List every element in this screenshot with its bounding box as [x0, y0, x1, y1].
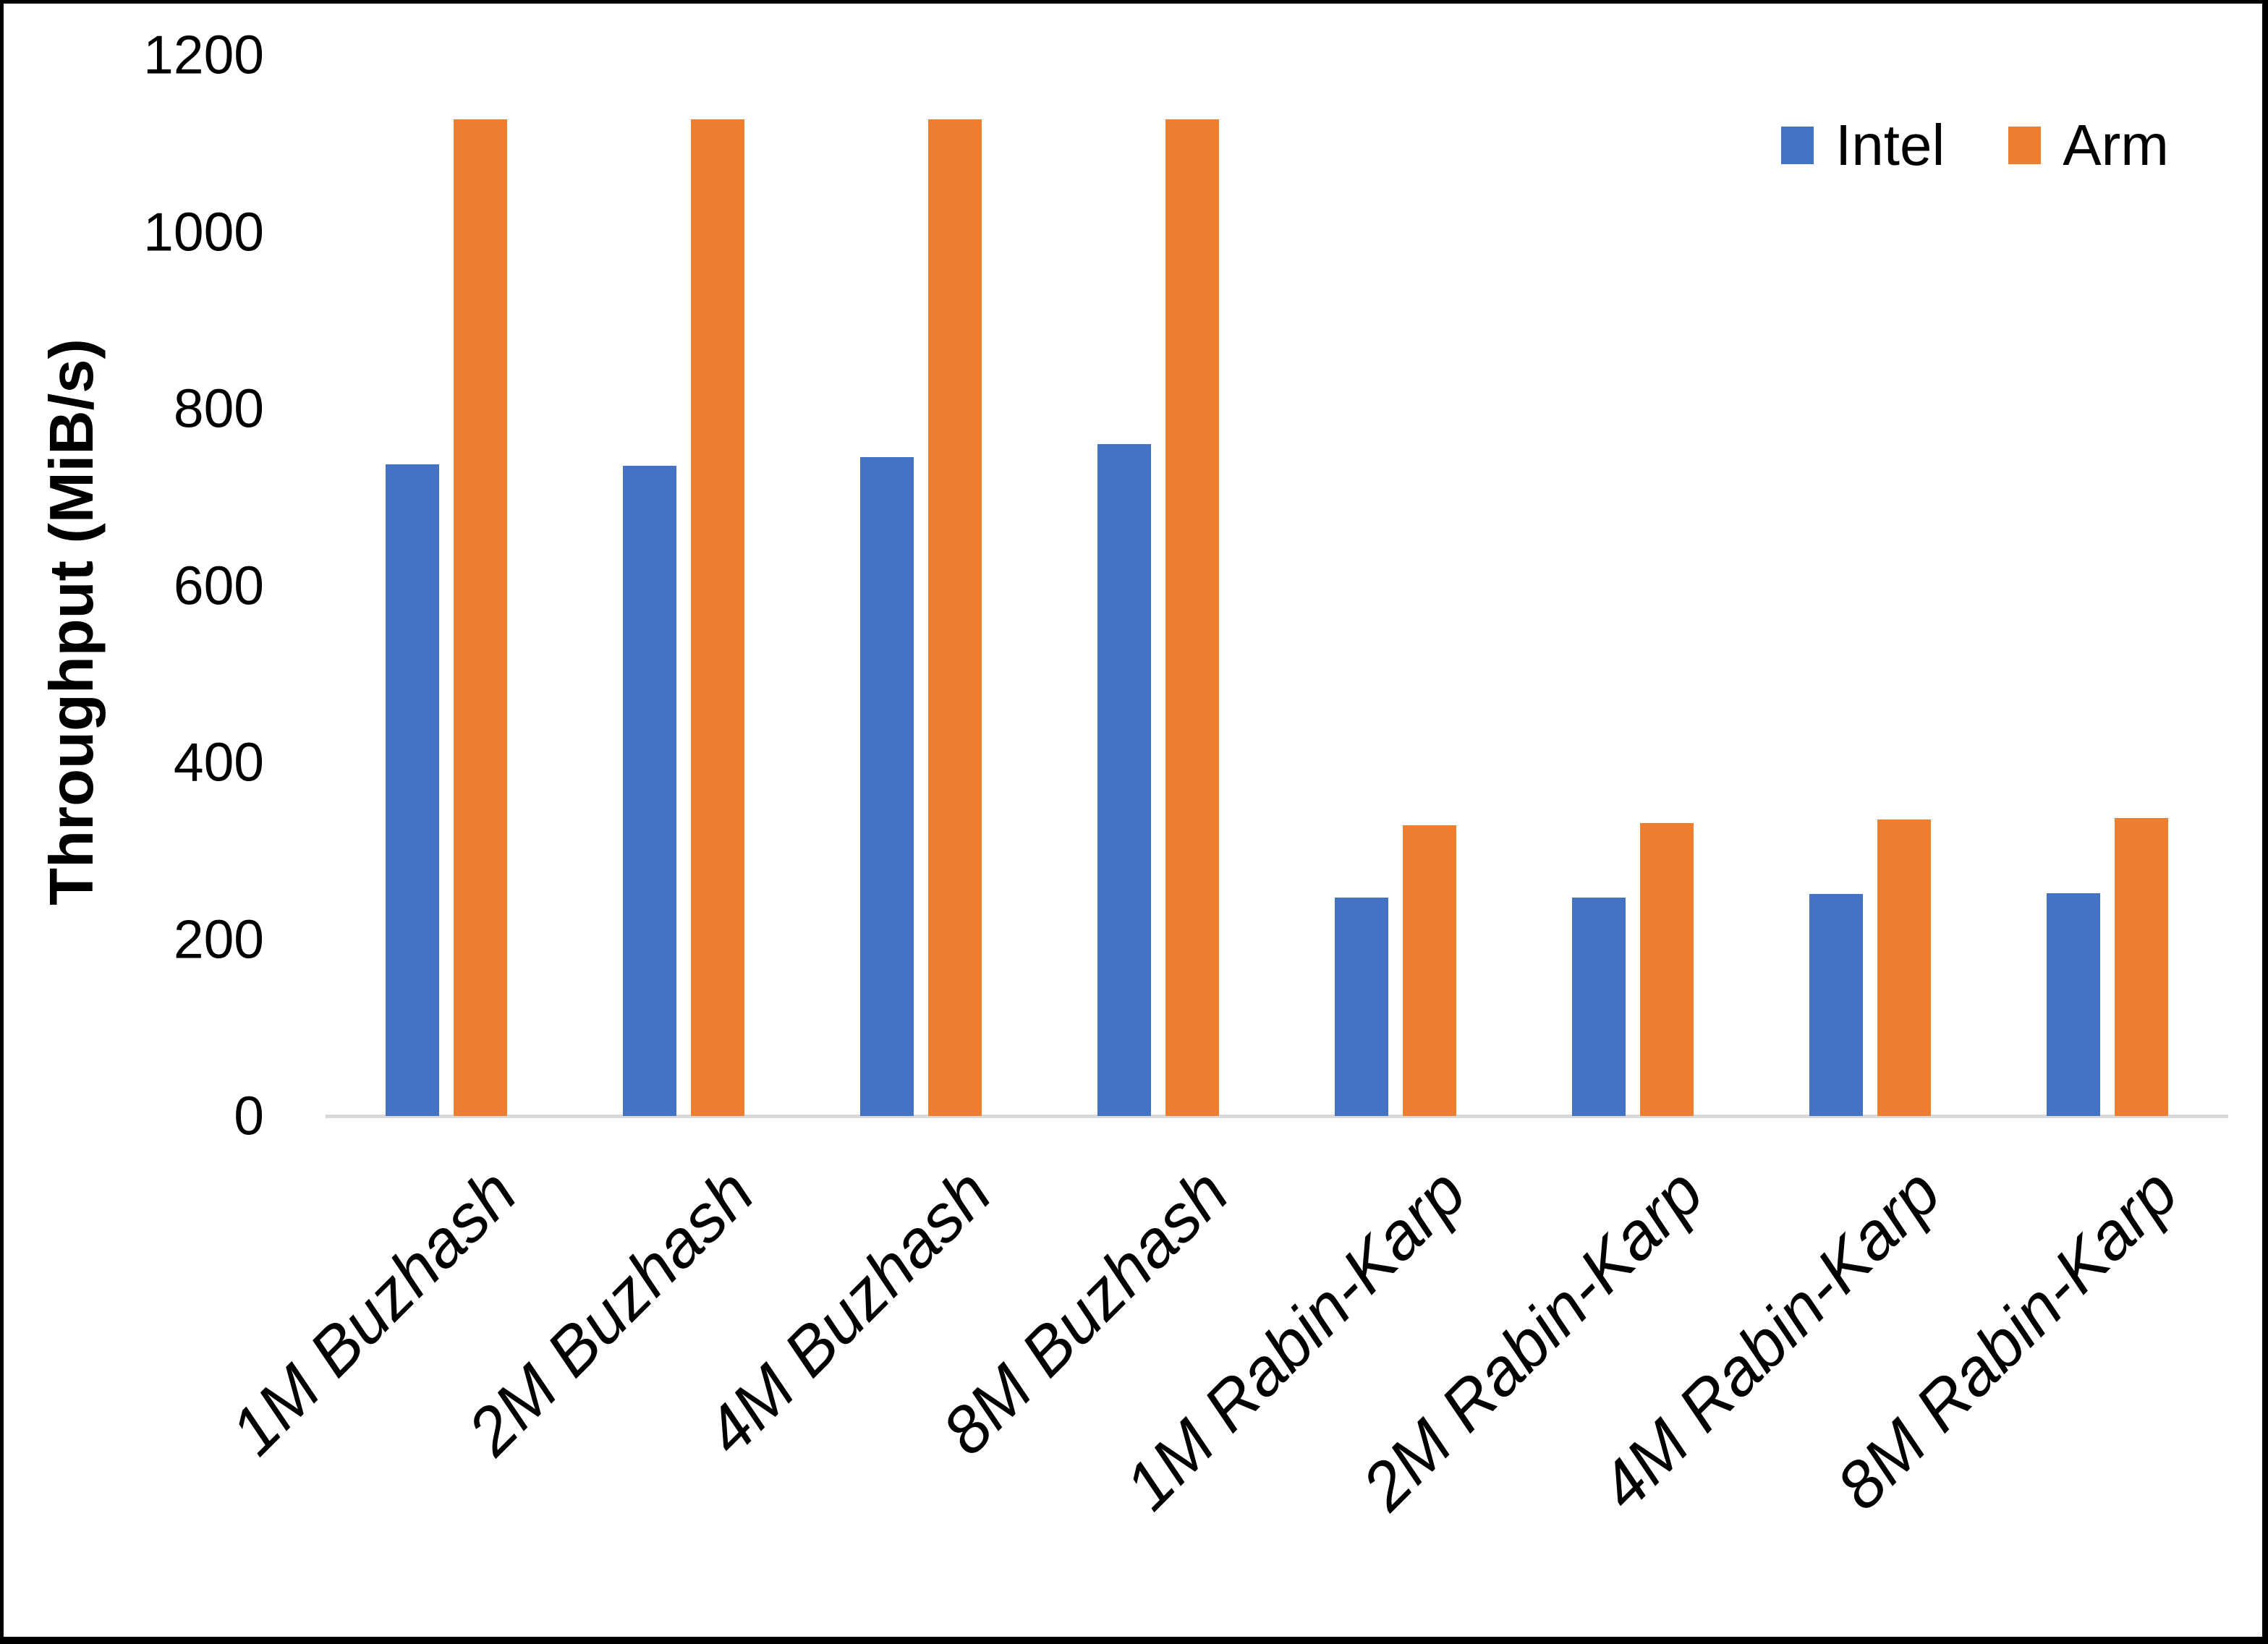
legend-swatch-intel	[1781, 127, 1814, 164]
bar-arm-4m-rabin-karp	[1877, 819, 1931, 1116]
y-tick-400: 400	[173, 731, 264, 793]
y-tick-200: 200	[173, 908, 264, 969]
y-tick-600: 600	[173, 555, 264, 616]
bar-intel-1m-buzhash	[386, 464, 439, 1116]
category-label-8m-rabin-karp: 8M Rabin-Karp	[1822, 1155, 2192, 1524]
bar-intel-4m-buzhash	[860, 457, 914, 1116]
y-tick-800: 800	[173, 378, 264, 439]
legend-label-arm: Arm	[2063, 113, 2169, 177]
bar-arm-4m-buzhash	[928, 119, 982, 1116]
category-label-4m-buzhash: 4M Buzhash	[691, 1155, 1006, 1470]
category-label-4m-rabin-karp: 4M Rabin-Karp	[1585, 1155, 1955, 1524]
category-label-2m-rabin-karp: 2M Rabin-Karp	[1348, 1155, 1717, 1524]
y-tick-0: 0	[234, 1085, 264, 1146]
bar-arm-8m-rabin-karp	[2115, 818, 2168, 1116]
y-tick-1000: 1000	[143, 201, 264, 262]
frame-edge-top	[0, 0, 2268, 4]
bar-intel-2m-rabin-karp	[1572, 898, 1626, 1116]
frame-edge-left	[0, 0, 4, 1644]
bar-intel-1m-rabin-karp	[1335, 898, 1388, 1116]
legend-item-intel: Intel	[1781, 116, 1945, 174]
category-label-2m-buzhash: 2M Buzhash	[454, 1155, 768, 1470]
bar-arm-8m-buzhash	[1165, 119, 1219, 1116]
category-label-8m-buzhash: 8M Buzhash	[928, 1155, 1243, 1470]
legend-label-intel: Intel	[1835, 113, 1945, 177]
category-label-1m-rabin-karp: 1M Rabin-Karp	[1110, 1155, 1480, 1524]
bar-intel-4m-rabin-karp	[1809, 894, 1863, 1116]
legend-swatch-arm	[2008, 127, 2042, 164]
bar-intel-8m-rabin-karp	[2047, 893, 2100, 1116]
x-axis-line	[326, 1115, 2228, 1118]
legend: Intel Arm	[1781, 116, 2169, 174]
bar-arm-2m-buzhash	[691, 119, 744, 1116]
bar-arm-2m-rabin-karp	[1640, 823, 1694, 1116]
frame-edge-bottom	[0, 1637, 2268, 1644]
bar-arm-1m-buzhash	[454, 119, 507, 1116]
y-tick-1200: 1200	[143, 24, 264, 85]
bar-arm-1m-rabin-karp	[1403, 825, 1456, 1116]
plot-area	[328, 55, 2226, 1116]
frame-edge-right	[2262, 0, 2268, 1644]
legend-item-arm: Arm	[2008, 116, 2169, 174]
bar-intel-8m-buzhash	[1097, 443, 1151, 1116]
category-label-1m-buzhash: 1M Buzhash	[216, 1155, 531, 1470]
bar-intel-2m-buzhash	[623, 466, 676, 1116]
